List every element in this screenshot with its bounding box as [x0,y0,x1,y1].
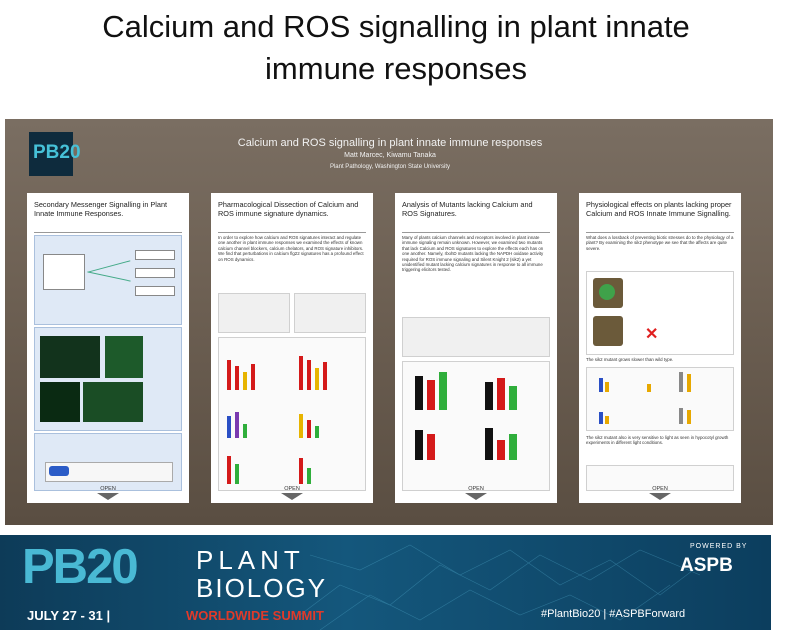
powered-by-label: POWERED BY [690,543,748,550]
hashtags: #PlantBio20 | #ASPBForward [541,608,686,620]
panel-title: Pharmacological Dissection of Calcium an… [218,200,366,233]
bar-chart-grid [402,361,550,491]
aspb-logo: ASPB [680,555,733,576]
hypothesis-figure [34,433,182,491]
open-button[interactable]: OPEN [579,486,741,500]
event-dates: JULY 27 - 31 | [27,608,111,623]
poster-panel-4[interactable]: Physiological effects on plants lacking … [579,193,741,503]
poster-affiliation: Plant Pathology, Washington State Univer… [329,164,451,170]
bar-chart [586,367,734,431]
pb20-logo: PB20 [29,132,81,176]
open-button[interactable]: OPEN [211,486,373,500]
biology-word: BIOLOGY [196,573,328,603]
imaging-figure [34,327,182,431]
poster-panel-2[interactable]: Pharmacological Dissection of Calcium an… [211,193,373,503]
panel-text: The sik2 mutant also is very sensitive t… [586,435,729,446]
panel-text: In order to explore how calcium and ROS … [218,235,364,262]
worldwide-summit: WORLDWIDE SUMMIT [186,608,324,623]
line-plot [218,293,290,333]
slide-title-line1: Calcium and ROS signalling in plant inna… [102,9,690,44]
slide-title: Calcium and ROS signalling in plant inna… [0,6,792,90]
panel-text: What does a lossback of preventing bioti… [586,235,734,251]
plant-word: PLANT [196,545,305,575]
bar-chart-grid [218,337,366,491]
phenotype-figure: ✕ [586,271,734,355]
panel-title: Analysis of Mutants lacking Calcium and … [402,200,550,233]
network-background [300,544,700,630]
line-plot [402,317,550,357]
poster-thumbnail[interactable]: PB20 Calcium and ROS signalling in plant… [5,119,773,525]
pb20-logo-text: PB20 [22,540,139,594]
panel-text: The sik2 mutant grows slower than wild t… [586,357,674,362]
panel-title: Physiological effects on plants lacking … [586,200,734,233]
table-figure [586,465,734,491]
poster-authors: Matt Marcec, Kiwamu Tanaka [344,152,436,159]
poster-panel-3[interactable]: Analysis of Mutants lacking Calcium and … [395,193,557,503]
line-plot [294,293,366,333]
panel-title: Secondary Messenger Signalling in Plant … [34,200,182,233]
panel-text: Many of plants calcium channels and rece… [402,235,544,273]
poster-title: Calcium and ROS signalling in plant inna… [237,137,543,149]
background-diagram [34,235,182,325]
slide-title-line2: immune responses [265,51,527,86]
open-button[interactable]: OPEN [395,486,557,500]
plant-biology-banner: PB20 PLANT BIOLOGY JULY 27 - 31 | WORLDW… [0,535,771,630]
open-button[interactable]: OPEN [27,486,189,500]
poster-panel-1[interactable]: Secondary Messenger Signalling in Plant … [27,193,189,503]
